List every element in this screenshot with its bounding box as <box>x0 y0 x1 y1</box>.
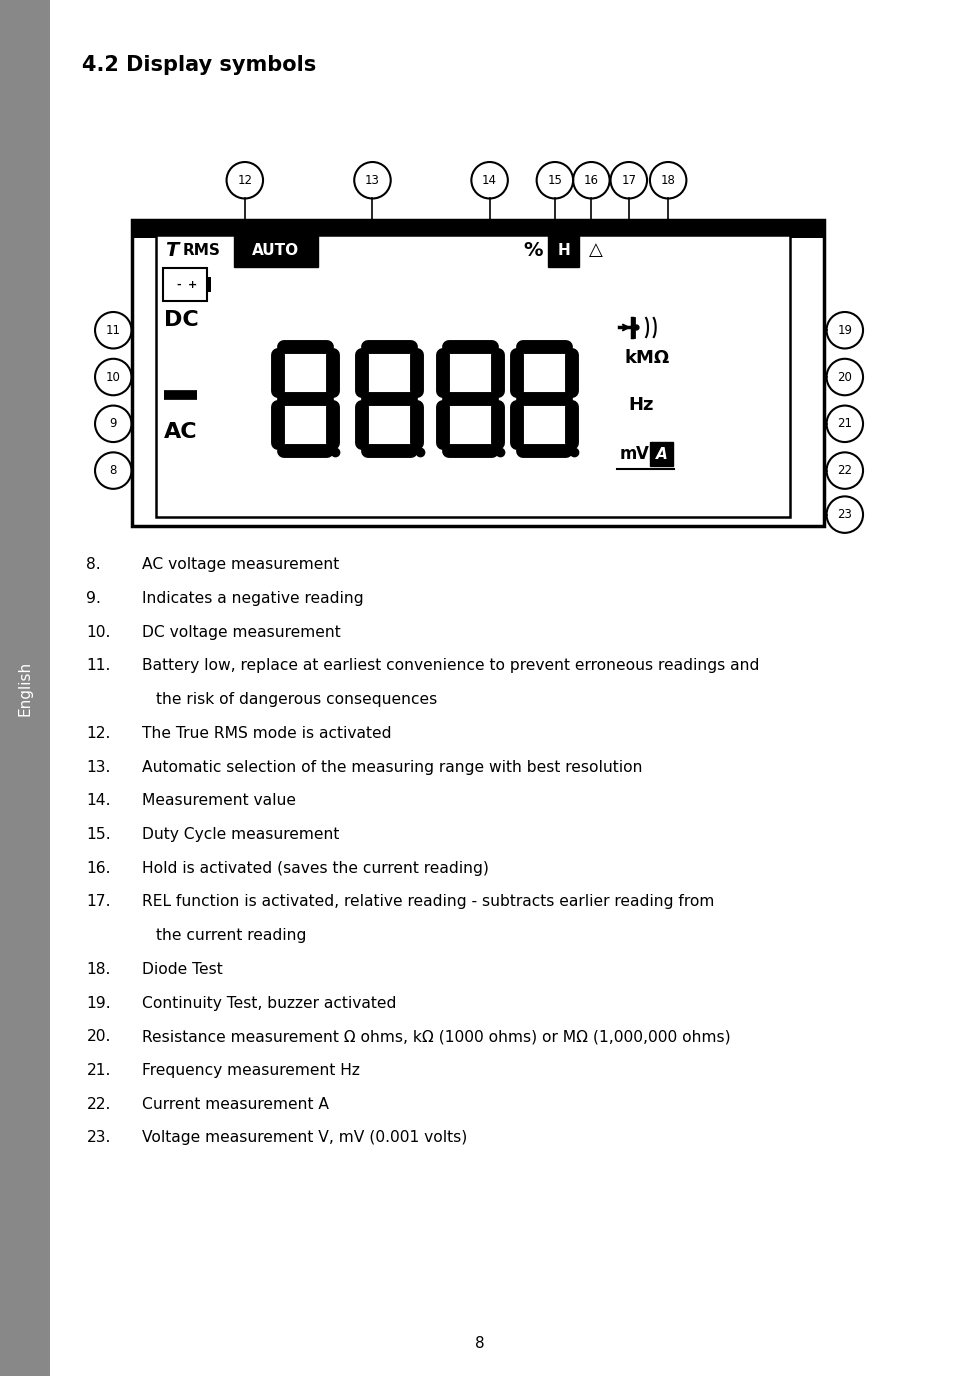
Text: 13.: 13. <box>86 760 110 775</box>
Text: English: English <box>17 660 33 716</box>
Text: kMΩ: kMΩ <box>624 348 669 367</box>
Text: REL function is activated, relative reading - subtracts earlier reading from: REL function is activated, relative read… <box>142 894 714 910</box>
Text: 20: 20 <box>837 370 852 384</box>
Text: the current reading: the current reading <box>156 929 307 943</box>
Text: 19.: 19. <box>86 996 111 1010</box>
Text: Duty Cycle measurement: Duty Cycle measurement <box>142 827 340 842</box>
FancyBboxPatch shape <box>650 442 673 466</box>
Text: 21.: 21. <box>86 1064 110 1077</box>
Text: 17.: 17. <box>86 894 111 910</box>
Text: 18.: 18. <box>86 962 110 977</box>
Text: RMS: RMS <box>182 244 220 257</box>
Text: 23: 23 <box>837 508 852 522</box>
Text: 8: 8 <box>109 464 117 477</box>
Text: the risk of dangerous consequences: the risk of dangerous consequences <box>156 692 438 707</box>
Text: m: m <box>619 444 636 464</box>
Text: Current measurement A: Current measurement A <box>142 1097 329 1112</box>
Text: +: + <box>188 279 198 290</box>
Text: 11.: 11. <box>86 658 110 673</box>
FancyBboxPatch shape <box>132 220 824 238</box>
FancyBboxPatch shape <box>0 0 50 1376</box>
Text: 15: 15 <box>547 173 563 187</box>
Text: Hold is activated (saves the current reading): Hold is activated (saves the current rea… <box>142 861 489 875</box>
Text: AUTO: AUTO <box>252 244 300 257</box>
Text: H: H <box>557 244 570 257</box>
Text: 16.: 16. <box>86 861 111 875</box>
Text: Hz: Hz <box>629 395 655 414</box>
Text: AC voltage measurement: AC voltage measurement <box>142 557 339 572</box>
Text: Diode Test: Diode Test <box>142 962 223 977</box>
Text: 11: 11 <box>106 323 121 337</box>
FancyBboxPatch shape <box>156 235 790 517</box>
FancyBboxPatch shape <box>206 278 211 293</box>
Text: A: A <box>656 447 667 461</box>
Text: Measurement value: Measurement value <box>142 793 296 808</box>
Text: 18: 18 <box>660 173 676 187</box>
FancyBboxPatch shape <box>163 268 207 301</box>
Text: 14.: 14. <box>86 793 111 808</box>
Text: 22.: 22. <box>86 1097 110 1112</box>
Text: 12.: 12. <box>86 727 110 740</box>
Text: △: △ <box>589 241 603 260</box>
Text: DC: DC <box>164 310 199 330</box>
Text: 16: 16 <box>584 173 599 187</box>
Text: Frequency measurement Hz: Frequency measurement Hz <box>142 1064 360 1077</box>
Text: AC: AC <box>164 422 198 443</box>
Text: Continuity Test, buzzer activated: Continuity Test, buzzer activated <box>142 996 396 1010</box>
Text: %: % <box>523 241 542 260</box>
Text: 21: 21 <box>837 417 852 431</box>
FancyBboxPatch shape <box>132 220 824 526</box>
Text: 20.: 20. <box>86 1029 110 1044</box>
FancyBboxPatch shape <box>234 234 318 267</box>
Text: 22: 22 <box>837 464 852 477</box>
Text: V: V <box>636 444 648 464</box>
Text: 12: 12 <box>237 173 252 187</box>
Text: 10.: 10. <box>86 625 110 640</box>
Text: DC voltage measurement: DC voltage measurement <box>142 625 341 640</box>
Text: 9.: 9. <box>86 592 101 605</box>
Text: Voltage measurement V, mV (0.001 volts): Voltage measurement V, mV (0.001 volts) <box>142 1131 468 1145</box>
Text: 17: 17 <box>621 173 636 187</box>
Text: 9: 9 <box>109 417 117 431</box>
Text: 14: 14 <box>482 173 497 187</box>
Text: 8: 8 <box>475 1336 485 1351</box>
Text: 13: 13 <box>365 173 380 187</box>
Text: Indicates a negative reading: Indicates a negative reading <box>142 592 364 605</box>
FancyBboxPatch shape <box>548 234 579 267</box>
Text: -: - <box>177 279 181 290</box>
Text: 10: 10 <box>106 370 121 384</box>
Text: Automatic selection of the measuring range with best resolution: Automatic selection of the measuring ran… <box>142 760 642 775</box>
Text: Resistance measurement Ω ohms, kΩ (1000 ohms) or MΩ (1,000,000 ohms): Resistance measurement Ω ohms, kΩ (1000 … <box>142 1029 731 1044</box>
Text: 8.: 8. <box>86 557 101 572</box>
Text: 4.2 Display symbols: 4.2 Display symbols <box>82 55 316 76</box>
Text: T: T <box>165 241 179 260</box>
Text: 15.: 15. <box>86 827 111 842</box>
Text: 19: 19 <box>837 323 852 337</box>
Text: 23.: 23. <box>86 1131 110 1145</box>
Text: Battery low, replace at earliest convenience to prevent erroneous readings and: Battery low, replace at earliest conveni… <box>142 658 759 673</box>
Text: The True RMS mode is activated: The True RMS mode is activated <box>142 727 392 740</box>
